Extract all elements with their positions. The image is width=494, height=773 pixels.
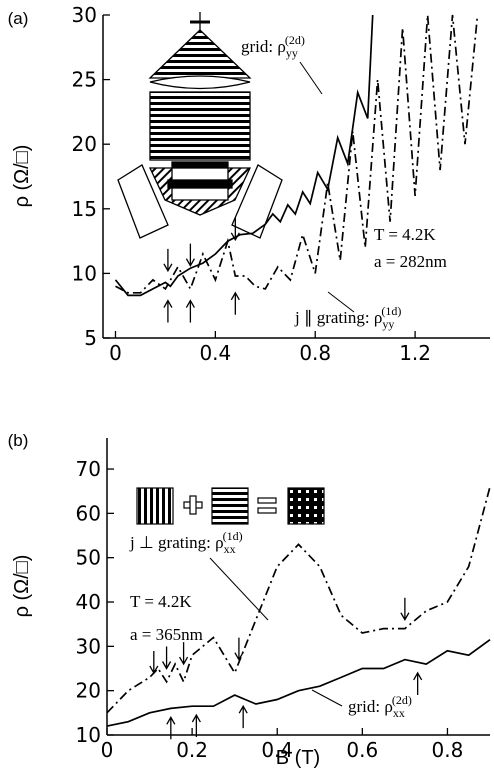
x-tick-label: 0.4 xyxy=(261,738,293,762)
x-tick-label: 0.6 xyxy=(346,738,378,762)
annotation: j ∥ grating: ρyy(1d) xyxy=(294,304,401,331)
y-tick-label: 20 xyxy=(72,132,97,156)
y-tick-label: 30 xyxy=(76,634,101,658)
x-tick-label: 0.2 xyxy=(176,738,208,762)
y-tick-label: 15 xyxy=(72,197,97,221)
y-tick-label: 50 xyxy=(76,546,101,570)
series-line xyxy=(114,14,374,297)
leader-line xyxy=(299,61,323,95)
series-line xyxy=(106,486,491,714)
arrow xyxy=(230,217,240,242)
leader-line xyxy=(327,291,355,313)
leader-line xyxy=(209,557,269,621)
annotation: j ⊥ grating: ρxx(1d) xyxy=(129,529,243,556)
x-tick-label: 0 xyxy=(109,341,122,365)
annotation-text: T = 4.2K xyxy=(130,592,192,611)
annotation-sub: yy xyxy=(286,46,298,60)
leader-line xyxy=(311,689,343,707)
series-line xyxy=(115,14,479,294)
arrow xyxy=(191,713,201,738)
y-tick-label: 10 xyxy=(76,723,101,747)
arrow xyxy=(166,715,176,740)
arrow xyxy=(163,248,173,273)
annotation-sub: yy xyxy=(382,317,394,331)
y-tick-label: 10 xyxy=(72,261,97,285)
annotation: a = 365nm xyxy=(130,625,203,644)
annotation-sup: (2d) xyxy=(392,693,412,707)
y-tick-label: 60 xyxy=(76,501,101,525)
arrow xyxy=(162,646,172,670)
panel-label: (a) xyxy=(8,9,29,28)
y-tick-label: 40 xyxy=(76,590,101,614)
annotation-text: grid: ρ xyxy=(348,697,393,716)
y-tick-label: 25 xyxy=(72,68,97,92)
annotation-text: a = 282nm xyxy=(374,252,447,271)
annotation-sup: (2d) xyxy=(285,33,305,47)
series-line xyxy=(106,639,491,727)
y-tick-label: 70 xyxy=(76,457,101,481)
x-tick-label: 0.8 xyxy=(432,738,464,762)
y-axis-label: ρ (Ω/□) xyxy=(11,145,33,208)
annotation-sup: (1d) xyxy=(223,529,243,543)
x-tick-label: 0.8 xyxy=(299,341,331,365)
arrow xyxy=(234,637,244,661)
annotation-text: a = 365nm xyxy=(130,625,203,644)
y-axis-label: ρ (Ω/□) xyxy=(11,555,33,618)
annotation-sub: xx xyxy=(393,706,405,720)
annotation-sup: (1d) xyxy=(381,304,401,318)
annotation-text: T = 4.2K xyxy=(374,225,436,244)
annotation-text: j ⊥ grating: ρ xyxy=(129,533,224,552)
annotation: grid: ρxx(2d) xyxy=(348,693,412,720)
x-tick-label: 1.2 xyxy=(399,341,431,365)
arrow xyxy=(413,671,423,695)
arrow xyxy=(163,299,173,323)
inset-device xyxy=(117,12,283,239)
annotation: a = 282nm xyxy=(374,252,447,271)
y-tick-label: 20 xyxy=(76,679,101,703)
arrow xyxy=(179,642,189,666)
x-tick-label: 0 xyxy=(101,738,114,762)
annotation-sub: xx xyxy=(224,542,236,556)
arrow xyxy=(185,299,195,323)
arrow xyxy=(238,704,248,729)
annotation-text: grid: ρ xyxy=(241,37,286,56)
panel: 10 20 30 40 50 60 70 0 0.2 0.4 0.6 0.8 (b) ρ (Ω/□) B (… xyxy=(8,431,491,769)
arrow xyxy=(230,291,240,315)
annotation: grid: ρyy(2d) xyxy=(241,33,305,60)
arrow xyxy=(149,650,159,675)
arrow xyxy=(185,243,195,267)
annotation: T = 4.2K xyxy=(374,225,436,244)
y-tick-label: 5 xyxy=(84,326,97,350)
annotation: T = 4.2K xyxy=(130,592,192,611)
x-tick-label: 0.4 xyxy=(199,341,231,365)
x-axis-label: B (T) xyxy=(276,747,320,769)
arrow xyxy=(400,597,410,622)
inset-grating xyxy=(136,487,325,525)
panel-label: (b) xyxy=(8,431,29,450)
y-tick-label: 30 xyxy=(72,3,97,27)
annotation-text: j ∥ grating: ρ xyxy=(294,308,382,327)
